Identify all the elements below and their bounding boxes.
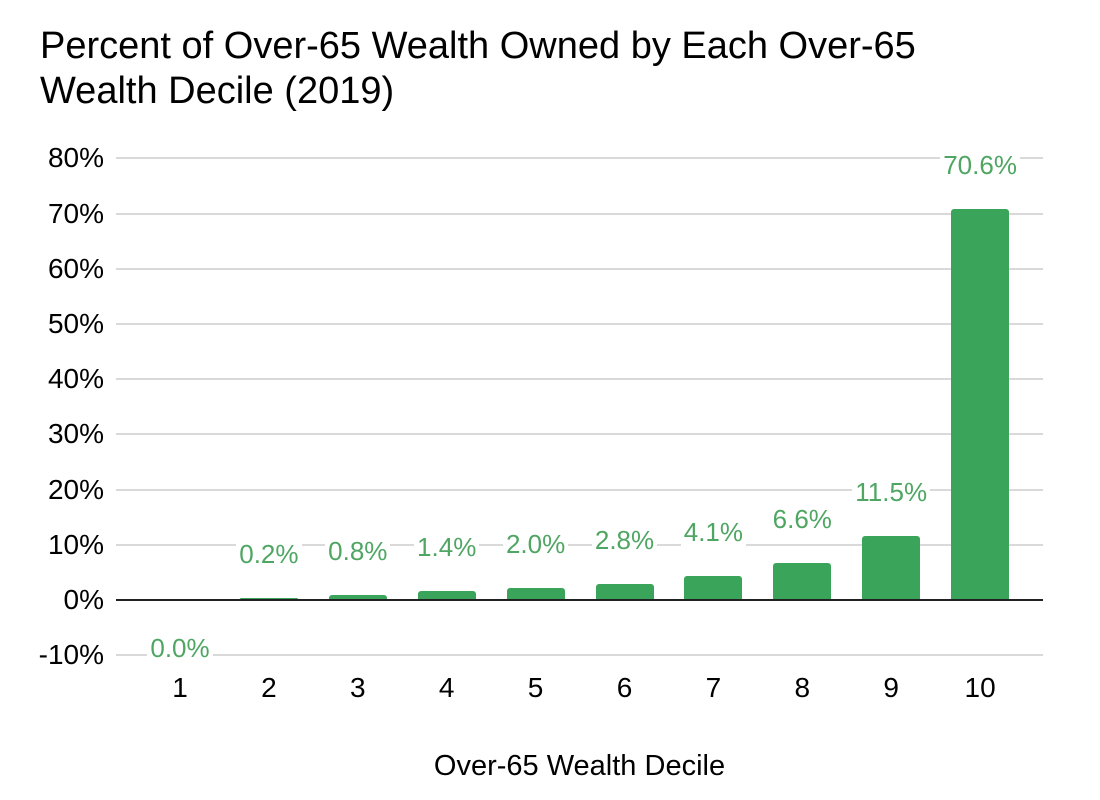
bar-value-text: 6.6% xyxy=(769,503,835,534)
bar-value-text: 0.0% xyxy=(147,633,213,663)
bar-value-text: 4.1% xyxy=(680,517,747,548)
bar-value-text: 11.5% xyxy=(852,476,931,507)
y-tick-label: 10% xyxy=(47,528,104,560)
bar-value-label: 6.6% xyxy=(727,503,877,535)
bar-value-label: 0.2% xyxy=(194,538,344,570)
x-tick-label: 2 xyxy=(261,672,277,703)
bar-value-text: 2.8% xyxy=(591,524,658,555)
y-tick-label: 0% xyxy=(63,584,104,615)
x-tick-label: 3 xyxy=(350,672,366,703)
y-gridline xyxy=(116,488,1043,491)
bar xyxy=(951,209,1010,599)
bar-value-label: 11.5% xyxy=(816,476,966,508)
bar-value-label: 4.1% xyxy=(638,516,788,548)
x-tick-label: 7 xyxy=(705,672,722,703)
y-gridline xyxy=(116,212,1043,215)
bar-value-text: 0.8% xyxy=(325,535,391,566)
y-tick-label: 60% xyxy=(47,252,104,284)
x-tick-label: 5 xyxy=(527,672,544,703)
x-tick-label: 9 xyxy=(883,672,899,703)
y-tick-label: 20% xyxy=(47,473,104,505)
bar-value-text: 70.6% xyxy=(940,150,1020,181)
bar-value-text: 0.2% xyxy=(236,538,302,569)
bar-value-label: 2.0% xyxy=(461,528,611,560)
y-gridline xyxy=(116,267,1043,270)
x-tick-label: 10 xyxy=(964,672,996,703)
y-gridline xyxy=(116,433,1043,436)
y-gridline xyxy=(116,157,1043,160)
y-gridline xyxy=(116,378,1043,381)
bar xyxy=(684,576,743,599)
bar xyxy=(595,583,654,599)
bar-value-label: 70.6% xyxy=(905,149,1055,181)
y-tick-label: 70% xyxy=(47,197,104,229)
y-gridline xyxy=(116,543,1043,546)
y-gridline xyxy=(116,654,1043,657)
y-tick-label: 30% xyxy=(47,418,104,450)
y-tick-label: 50% xyxy=(47,308,104,339)
x-tick-label: 6 xyxy=(616,672,633,703)
x-tick-label: 8 xyxy=(794,672,811,703)
bar-value-label: 1.4% xyxy=(372,531,522,563)
bar-value-text: 2.0% xyxy=(502,529,569,559)
bar xyxy=(328,594,387,599)
bar-value-text: 1.4% xyxy=(414,532,480,563)
bar xyxy=(862,535,921,599)
y-gridline xyxy=(116,323,1043,325)
bar xyxy=(773,562,832,599)
bar xyxy=(417,591,476,599)
bar-value-label: 0.8% xyxy=(283,535,433,567)
bar xyxy=(239,597,298,599)
bar xyxy=(506,588,565,599)
y-tick-label: -10% xyxy=(38,639,104,671)
y-tick-label: 80% xyxy=(47,142,104,174)
y-tick-label: 40% xyxy=(47,363,104,395)
x-tick-label: 4 xyxy=(438,672,455,703)
bar-value-label: 0.0% xyxy=(105,632,255,664)
x-tick-label: 1 xyxy=(172,672,188,703)
bar-value-label: 2.8% xyxy=(550,524,700,556)
x-axis-title: Over-65 Wealth Decile xyxy=(433,750,726,782)
zero-axis-line xyxy=(116,599,1043,601)
chart-title: Percent of Over-65 Wealth Owned by Each … xyxy=(40,25,916,112)
